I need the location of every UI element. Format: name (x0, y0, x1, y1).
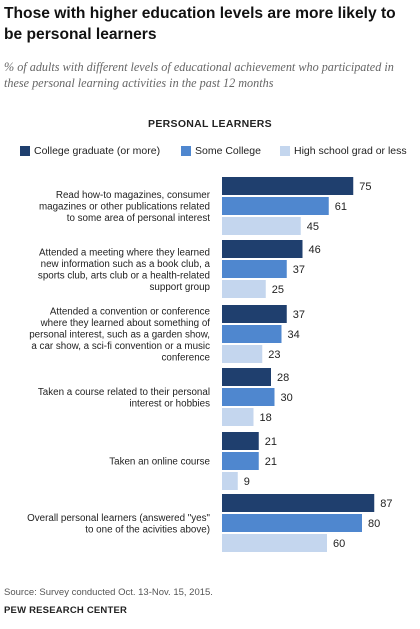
bar-some-college-3 (222, 388, 275, 406)
data-label-some-college-5: 80 (368, 518, 380, 530)
category-label-2-line-1: where they learned about something of (40, 318, 211, 329)
category-label-2-line-3: a car show, a sci-fi convention or a mus… (31, 341, 210, 352)
bar-some-college-1 (222, 260, 287, 278)
legend-item-high-school: High school grad or less (280, 145, 407, 157)
legend-label-high-school: High school grad or less (294, 145, 407, 157)
data-label-college-graduate-1: 46 (309, 244, 321, 256)
bar-high-school-4 (222, 472, 238, 490)
data-label-some-college-3: 30 (281, 392, 293, 404)
category-label-1-line-0: Attended a meeting where they learned (39, 247, 210, 258)
category-label-2-line-2: personal interest, such as a garden show… (29, 330, 210, 341)
data-label-some-college-0: 61 (335, 201, 347, 213)
category-label-5-line-0: Overall personal learners (answered "yes… (27, 513, 210, 524)
data-label-college-graduate-3: 28 (277, 372, 289, 384)
chart-heading: PERSONAL LEARNERS (148, 118, 272, 130)
category-label-0-line-0: Read how-to magazines, consumer (56, 190, 211, 201)
bar-high-school-2 (222, 345, 263, 363)
category-label-3-line-1: interest or hobbies (129, 398, 210, 409)
data-label-college-graduate-2: 37 (293, 309, 305, 321)
bar-college-graduate-4 (222, 432, 259, 450)
bar-some-college-4 (222, 452, 259, 470)
data-label-high-school-3: 18 (260, 412, 272, 424)
category-label-0-line-1: magazines or other publications related (39, 202, 210, 213)
legend-swatch-college-graduate (20, 146, 30, 156)
category-label-4-line-0: Taken an online course (109, 457, 210, 468)
data-label-college-graduate-4: 21 (265, 436, 277, 448)
legend-item-college-graduate: College graduate (or more) (20, 145, 160, 157)
category-label-0-line-2: to some area of personal interest (67, 213, 211, 224)
legend-label-some-college: Some College (195, 145, 261, 157)
category-label-2-line-4: conference (162, 353, 211, 364)
chart-title: Those with higher education levels are m… (4, 5, 396, 43)
data-label-high-school-1: 25 (272, 284, 284, 296)
category-label-3-line-0: Taken a course related to their personal (38, 387, 210, 398)
org-name: PEW RESEARCH CENTER (4, 605, 128, 616)
legend-swatch-some-college (181, 146, 191, 156)
data-label-college-graduate-5: 87 (380, 498, 392, 510)
bar-high-school-3 (222, 408, 254, 426)
bar-college-graduate-1 (222, 240, 303, 258)
bar-some-college-5 (222, 514, 362, 532)
category-label-1-line-2: sports club, arts club or a health-relat… (38, 270, 210, 281)
data-label-college-graduate-0: 75 (359, 181, 371, 193)
data-label-high-school-4: 9 (244, 476, 250, 488)
data-label-some-college-4: 21 (265, 456, 277, 468)
category-label-1-line-1: new information such as a book club, a (41, 259, 211, 270)
data-label-high-school-2: 23 (268, 349, 280, 361)
bar-college-graduate-3 (222, 368, 271, 386)
bar-college-graduate-0 (222, 177, 354, 195)
bar-college-graduate-5 (222, 494, 375, 512)
source-note: Source: Survey conducted Oct. 13-Nov. 15… (4, 587, 213, 598)
bar-some-college-0 (222, 197, 329, 215)
data-label-some-college-1: 37 (293, 264, 305, 276)
category-label-5-line-1: to one of the acivities above) (85, 524, 210, 535)
chart-subtitle: % of adults with different levels of edu… (4, 60, 394, 90)
bar-high-school-1 (222, 280, 266, 298)
bar-high-school-0 (222, 217, 301, 235)
bar-college-graduate-2 (222, 305, 287, 323)
data-label-high-school-5: 60 (333, 538, 345, 550)
legend-label-college-graduate: College graduate (or more) (34, 145, 161, 157)
category-label-1-line-3: support group (150, 282, 211, 293)
legend-swatch-high-school (280, 146, 290, 156)
legend-item-some-college: Some College (181, 145, 261, 157)
data-label-some-college-2: 34 (288, 329, 300, 341)
data-label-high-school-0: 45 (307, 221, 319, 233)
category-label-2-line-0: Attended a convention or conference (50, 307, 211, 318)
bar-high-school-5 (222, 534, 327, 552)
bar-some-college-2 (222, 325, 282, 343)
